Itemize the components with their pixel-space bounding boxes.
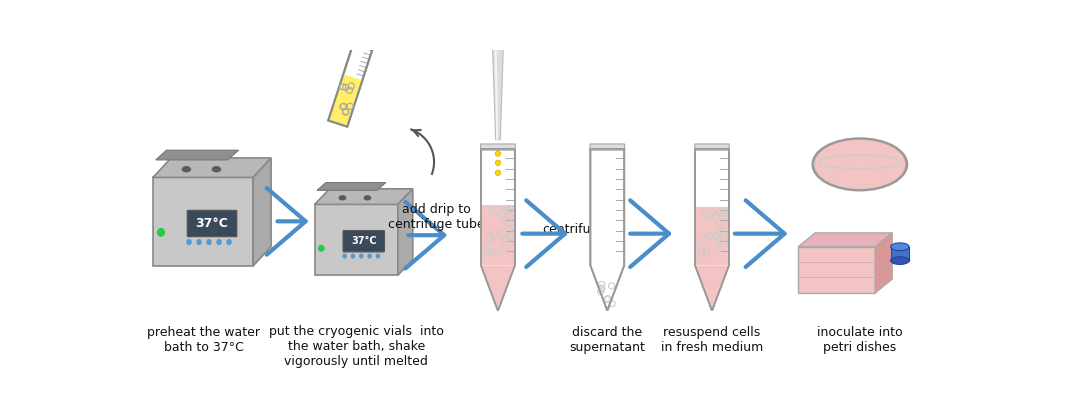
Ellipse shape <box>891 257 909 265</box>
Text: 37°C: 37°C <box>195 217 228 230</box>
Ellipse shape <box>184 168 189 171</box>
Ellipse shape <box>212 167 221 172</box>
Polygon shape <box>398 189 413 275</box>
Text: centrifuge: centrifuge <box>542 223 606 236</box>
Polygon shape <box>493 47 504 140</box>
Polygon shape <box>481 205 515 265</box>
Ellipse shape <box>351 254 355 259</box>
Polygon shape <box>153 177 253 266</box>
Ellipse shape <box>343 254 347 259</box>
Text: 37°C: 37°C <box>351 236 377 246</box>
Polygon shape <box>253 158 271 266</box>
Ellipse shape <box>185 168 188 171</box>
Ellipse shape <box>365 197 370 199</box>
Ellipse shape <box>340 197 345 199</box>
Ellipse shape <box>359 254 364 259</box>
Ellipse shape <box>339 196 346 200</box>
Ellipse shape <box>341 197 344 199</box>
Polygon shape <box>156 150 239 160</box>
Ellipse shape <box>157 228 165 237</box>
Text: inoculate into
petri dishes: inoculate into petri dishes <box>817 326 903 354</box>
FancyBboxPatch shape <box>343 231 384 252</box>
Ellipse shape <box>495 160 500 165</box>
Ellipse shape <box>196 239 202 245</box>
Ellipse shape <box>213 168 220 171</box>
Polygon shape <box>481 265 515 311</box>
Ellipse shape <box>376 254 380 259</box>
Polygon shape <box>695 265 729 311</box>
Polygon shape <box>798 233 892 247</box>
FancyBboxPatch shape <box>695 144 730 150</box>
Ellipse shape <box>366 197 369 199</box>
FancyBboxPatch shape <box>590 144 624 150</box>
Polygon shape <box>798 247 875 293</box>
Text: add drip to
centrifuge tube: add drip to centrifuge tube <box>388 203 484 231</box>
Text: put the cryogenic vials  into
the water bath, shake
vigorously until melted: put the cryogenic vials into the water b… <box>269 325 444 368</box>
Polygon shape <box>317 183 386 190</box>
Polygon shape <box>891 247 909 260</box>
Ellipse shape <box>182 167 191 172</box>
Ellipse shape <box>354 35 377 43</box>
Text: resuspend cells
in fresh medium: resuspend cells in fresh medium <box>660 326 763 354</box>
Ellipse shape <box>226 239 232 245</box>
Ellipse shape <box>495 170 500 176</box>
FancyBboxPatch shape <box>187 210 237 236</box>
Ellipse shape <box>814 139 906 190</box>
Text: discard the
supernatant: discard the supernatant <box>570 326 646 354</box>
Polygon shape <box>329 74 363 127</box>
Polygon shape <box>153 158 271 177</box>
Ellipse shape <box>495 151 500 156</box>
Polygon shape <box>315 205 398 275</box>
Polygon shape <box>481 149 515 311</box>
Polygon shape <box>695 207 729 265</box>
Polygon shape <box>590 149 624 311</box>
Text: preheat the water
bath to 37°C: preheat the water bath to 37°C <box>147 326 260 354</box>
Ellipse shape <box>217 239 222 245</box>
Ellipse shape <box>206 239 211 245</box>
Polygon shape <box>875 233 892 293</box>
Polygon shape <box>695 149 729 311</box>
Ellipse shape <box>364 196 371 200</box>
Ellipse shape <box>214 168 219 171</box>
FancyBboxPatch shape <box>480 144 515 150</box>
Ellipse shape <box>891 243 909 251</box>
Polygon shape <box>329 36 375 127</box>
Ellipse shape <box>367 254 372 259</box>
Ellipse shape <box>187 239 192 245</box>
Polygon shape <box>315 189 413 205</box>
Ellipse shape <box>318 245 324 252</box>
